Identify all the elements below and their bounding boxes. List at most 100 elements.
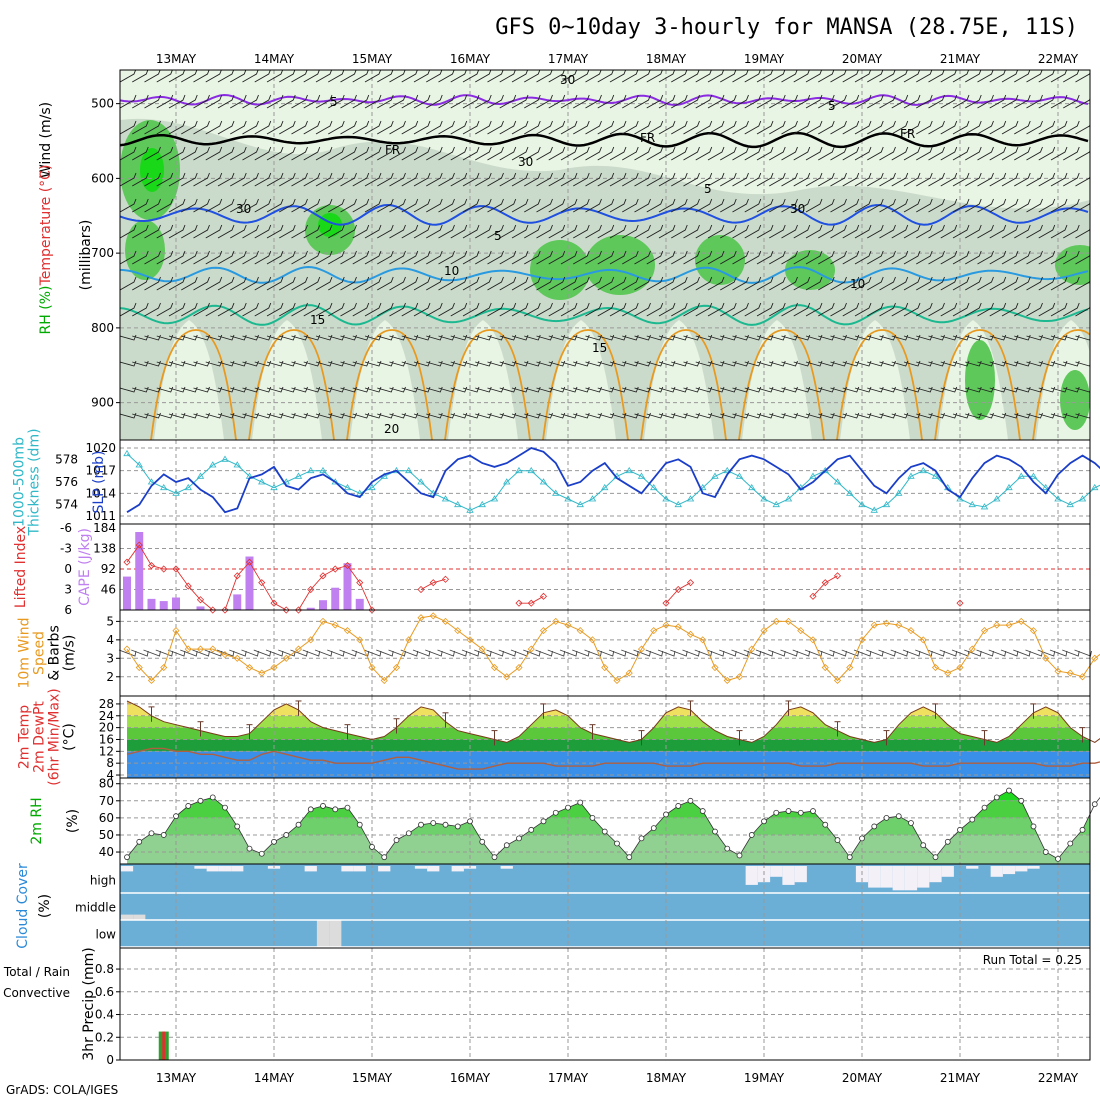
wind-barb xyxy=(511,120,529,135)
rh-line-marker xyxy=(381,854,388,861)
wind-barb xyxy=(487,250,504,265)
surface-wind-barb xyxy=(351,649,370,657)
wind-speed-line-marker xyxy=(601,663,609,672)
wind-barb xyxy=(548,120,566,135)
wind-barb xyxy=(903,224,921,239)
cloud-gap xyxy=(904,866,918,891)
wind-barb xyxy=(879,198,896,213)
surface-wind-barb xyxy=(1025,649,1043,657)
surface-wind-barb xyxy=(890,649,909,657)
cloud-gap xyxy=(929,866,942,883)
wind-barb xyxy=(695,94,713,109)
wind-barb xyxy=(769,276,786,291)
wind-barb xyxy=(940,70,957,83)
wind-barb xyxy=(842,172,860,187)
rh-line-marker xyxy=(663,811,669,818)
wind-barb xyxy=(266,70,284,83)
lifted-index-line-marker xyxy=(515,599,523,607)
wind-speed-line-marker xyxy=(650,627,658,635)
wind-barb xyxy=(781,302,798,317)
wind-barb xyxy=(756,276,774,291)
rh-line-marker xyxy=(822,821,829,828)
wind-barb xyxy=(744,250,762,265)
wind-barb xyxy=(291,250,308,265)
wind-barb xyxy=(536,198,553,213)
wind-barb xyxy=(340,276,357,291)
wind-barb xyxy=(560,94,578,109)
wind-barb xyxy=(1001,70,1019,83)
wind-barb xyxy=(830,70,847,83)
wind-barb xyxy=(867,224,884,239)
wind-barb xyxy=(524,302,541,317)
wind-barb xyxy=(830,302,847,317)
wind-barb xyxy=(1038,276,1056,291)
thickness-line-marker xyxy=(123,449,131,457)
wind-barb xyxy=(328,94,345,109)
wind-barb xyxy=(989,276,1007,291)
wind-barb xyxy=(291,224,308,239)
rh-contour-fill xyxy=(120,70,1090,440)
wind-barb xyxy=(548,172,566,187)
wind-barb xyxy=(499,276,517,291)
thickness-line-marker xyxy=(392,466,401,474)
wind-barb xyxy=(573,276,590,291)
wind-speed-line-marker xyxy=(331,621,339,629)
wind-barb xyxy=(1001,94,1019,109)
wind-barb xyxy=(609,302,627,317)
wind-barb xyxy=(658,172,676,187)
wind-barb xyxy=(193,70,210,83)
wind-speed-line-marker xyxy=(160,663,168,672)
wind-barb xyxy=(867,120,884,135)
wind-barb xyxy=(585,172,602,187)
date-label-top: 19MAY xyxy=(744,52,785,66)
wind-barb xyxy=(548,250,566,265)
wind-barb xyxy=(879,120,896,135)
lifted-index-line-marker xyxy=(282,606,290,614)
rh-line-marker xyxy=(895,813,902,820)
wind-barb xyxy=(266,120,284,135)
cloud-gap xyxy=(794,866,807,883)
wind-barb xyxy=(462,172,480,187)
wind-barb xyxy=(842,120,860,135)
wind-barb xyxy=(879,172,896,187)
ytick-label: 0.8 xyxy=(95,962,114,976)
wind-barb xyxy=(658,94,676,109)
wind-barb xyxy=(279,224,296,239)
thickness-line-marker xyxy=(1029,472,1038,479)
wind-barb xyxy=(597,70,614,83)
ytick-label: 50 xyxy=(99,828,114,842)
rh-line-marker xyxy=(393,837,400,843)
wind-barb xyxy=(1050,70,1068,83)
wind-barb xyxy=(511,224,529,239)
wind-barb xyxy=(658,276,676,291)
wind-barb xyxy=(793,250,811,265)
wind-barb xyxy=(965,250,982,265)
wind-barb xyxy=(413,224,431,239)
thickness-line-marker xyxy=(748,483,756,491)
wind-barb xyxy=(646,70,663,83)
wind-barb xyxy=(254,172,272,187)
wind-barb xyxy=(401,276,419,291)
wind-barb xyxy=(377,146,394,161)
panel-ylabel: Wind (m/s) xyxy=(38,102,54,178)
wind-barb xyxy=(120,224,137,239)
wind-barb xyxy=(315,302,333,317)
wind-barb xyxy=(230,198,247,213)
wind-barb xyxy=(315,70,333,83)
wind-barb xyxy=(328,70,345,83)
contour-labels: 5 5 FR FR FR 5 5 10 10 15 15 30 30 30 30 20 xyxy=(236,73,915,436)
wind-barb xyxy=(695,120,713,135)
rh-line-marker xyxy=(148,830,155,837)
rh-line-marker xyxy=(1067,840,1074,847)
isotherm-20-tongue xyxy=(738,329,825,440)
ytick-label: 28 xyxy=(99,697,114,711)
contour-label: 5 xyxy=(704,182,712,196)
cape-bar xyxy=(331,587,340,610)
wind-barb xyxy=(879,302,896,317)
cloud-gap xyxy=(966,866,979,869)
wind-barb xyxy=(585,302,602,317)
lifted-index-line-marker xyxy=(539,592,548,600)
wind-barb xyxy=(1063,302,1080,317)
wind-barb xyxy=(952,146,970,161)
wind-barb xyxy=(879,70,896,83)
